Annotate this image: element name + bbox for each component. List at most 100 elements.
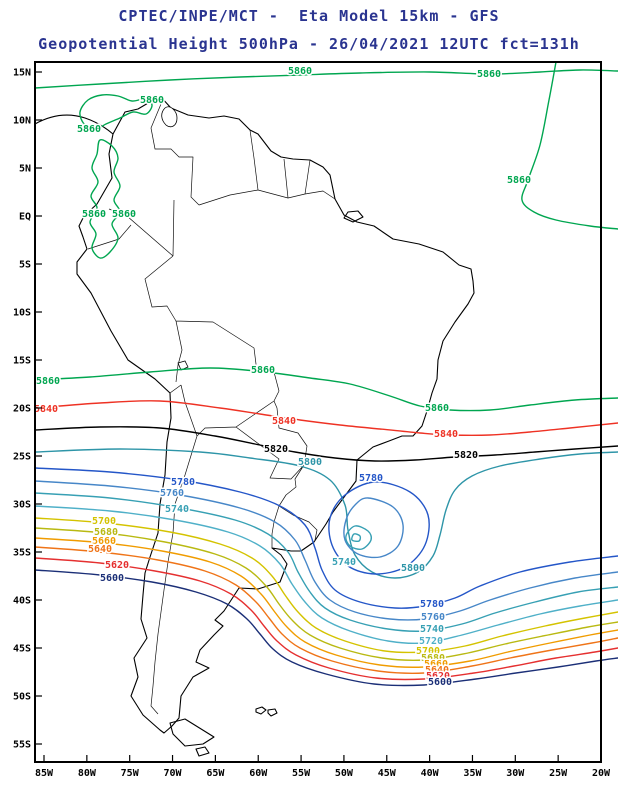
lat-label: 20S <box>13 404 31 415</box>
lon-label: 50W <box>335 768 354 779</box>
contour-line-5820 <box>34 426 618 462</box>
contour-label-5780: 5780 <box>420 599 444 610</box>
marajo-island <box>343 210 364 223</box>
lat-label: 15N <box>13 68 31 79</box>
contour-label-5860: 5860 <box>82 209 106 220</box>
contour-label-5800: 5800 <box>401 563 425 574</box>
contour-label-5620: 5620 <box>426 671 450 682</box>
lat-label: 25S <box>13 452 31 463</box>
contour-label-5820: 5820 <box>454 450 478 461</box>
lon-label: 30W <box>506 768 525 779</box>
lat-label: 10S <box>13 308 31 319</box>
contour-line-5700 <box>34 517 618 654</box>
lake-titicaca <box>177 360 189 371</box>
contour-label-5600: 5600 <box>100 573 124 584</box>
contour-line-5860 <box>34 367 618 412</box>
contour-line-5760 <box>343 497 404 559</box>
tierra-del-fuego-island <box>169 718 215 747</box>
contour-line-5860 <box>34 69 618 89</box>
contour-line-5660 <box>34 537 618 668</box>
lon-label: 70W <box>164 768 183 779</box>
lat-label: EQ <box>19 212 31 223</box>
contour-line-5740 <box>34 492 618 632</box>
contour-line-5720 <box>34 505 618 645</box>
country-borders <box>87 103 336 715</box>
lat-label: 5N <box>19 164 31 175</box>
lon-label: 25W <box>549 768 568 779</box>
lon-label: 35W <box>463 768 482 779</box>
contour-label-5740: 5740 <box>332 557 356 568</box>
contour-label-5680: 5680 <box>421 653 445 664</box>
contour-line-5780 <box>34 467 618 609</box>
lon-label: 40W <box>421 768 440 779</box>
lon-label: 80W <box>78 768 97 779</box>
lat-label: 55S <box>13 740 31 751</box>
lake-maracaibo <box>161 106 178 128</box>
lon-label: 20W <box>592 768 611 779</box>
contour-line-5740 <box>351 533 362 543</box>
contour-label-5620: 5620 <box>105 560 129 571</box>
contour-line-5620 <box>34 557 618 681</box>
axis-layer: 15N10N5NEQ5S10S15S20S25S30S35S40S45S50S5… <box>13 68 611 780</box>
lat-label: 50S <box>13 692 31 703</box>
contour-line-5780 <box>328 481 430 575</box>
contour-label-5860: 5860 <box>477 69 501 80</box>
contour-line-5740 <box>345 525 373 550</box>
contour-label-5740: 5740 <box>420 624 444 635</box>
chart-title-line2: Geopotential Height 500hPa - 26/04/2021 … <box>38 35 580 53</box>
contour-label-5660: 5660 <box>92 536 116 547</box>
map-frame <box>34 61 602 763</box>
contour-label-5800: 5800 <box>298 457 322 468</box>
lat-label: 15S <box>13 356 31 367</box>
lon-label: 65W <box>206 768 225 779</box>
contour-line-5680 <box>34 527 618 662</box>
lat-label: 45S <box>13 644 31 655</box>
contour-line-5860 <box>521 61 618 230</box>
contour-label-5640: 5640 <box>88 544 112 555</box>
contour-label-5780: 5780 <box>359 473 383 484</box>
panama-isthmus-coast <box>34 114 114 135</box>
contour-label-5860: 5860 <box>507 175 531 186</box>
contour-label-5660: 5660 <box>424 659 448 670</box>
contour-line-5800 <box>34 448 618 579</box>
cape-horn-islet <box>195 746 210 757</box>
contour-line-5860 <box>79 94 153 131</box>
contour-label-5640: 5640 <box>425 665 449 676</box>
contour-label-5860: 5860 <box>140 95 164 106</box>
contour-label-layer: 5860 5860 5860 5860 5860 5860 5860 5860 5860 5860… <box>32 65 532 690</box>
contour-line-5760 <box>34 480 618 621</box>
contour-label-5860: 5860 <box>251 365 275 376</box>
lat-label: 10N <box>13 116 31 127</box>
contour-label-5840: 5840 <box>34 404 58 415</box>
south-america-coastline <box>76 95 475 734</box>
lat-label: 40S <box>13 596 31 607</box>
map-border-rect <box>34 61 602 763</box>
lon-label: 85W <box>35 768 54 779</box>
lon-label: 55W <box>292 768 311 779</box>
contour-label-5760: 5760 <box>421 612 445 623</box>
contour-label-5860: 5860 <box>288 66 312 77</box>
contour-label-5780: 5780 <box>171 477 195 488</box>
contour-label-5840: 5840 <box>272 416 296 427</box>
contour-layer <box>34 61 618 687</box>
contour-line-5640 <box>34 546 618 675</box>
geography-layer <box>34 95 475 757</box>
contour-label-5860: 5860 <box>36 376 60 387</box>
contour-label-5680: 5680 <box>94 527 118 538</box>
lat-label: 30S <box>13 500 31 511</box>
falkland-islands <box>255 706 278 717</box>
contour-line-5840 <box>34 400 618 436</box>
contour-label-5860: 5860 <box>425 403 449 414</box>
lon-label: 75W <box>121 768 140 779</box>
contour-label-5820: 5820 <box>264 444 288 455</box>
lon-label: 60W <box>249 768 268 779</box>
lat-label: 5S <box>19 260 31 271</box>
contour-label-5860: 5860 <box>112 209 136 220</box>
lon-label: 45W <box>378 768 397 779</box>
contour-label-5840: 5840 <box>434 429 458 440</box>
contour-label-5700: 5700 <box>416 646 440 657</box>
contour-label-5740: 5740 <box>165 504 189 515</box>
chart-title-line1: CPTEC/INPE/MCT - Eta Model 15km - GFS <box>118 7 500 25</box>
